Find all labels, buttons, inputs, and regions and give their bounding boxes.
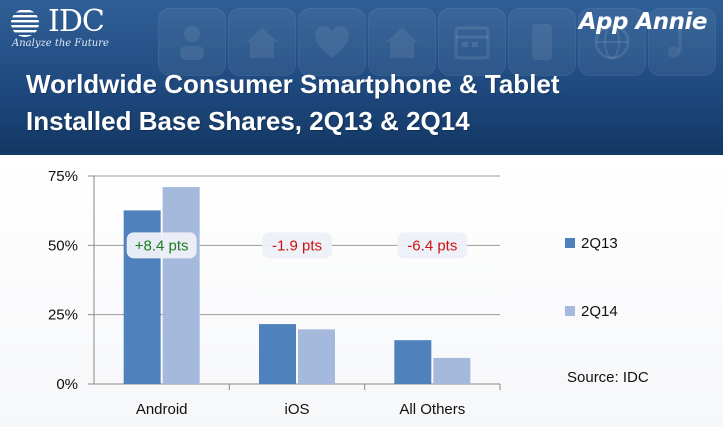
app-annie-logo: App Annie: [578, 9, 708, 35]
heart-icon: [298, 8, 366, 76]
annotation-label-android: +8.4 pts: [135, 237, 189, 254]
legend-label-2q13: 2Q13: [581, 235, 618, 252]
chart-area: [0, 155, 723, 427]
idc-logo: IDC Analyze the Future: [10, 6, 120, 52]
annotation-box-all-others: [397, 232, 468, 259]
bar-all-others-2q14: [433, 357, 471, 384]
page-title: Worldwide Consumer Smartphone & Tablet I…: [26, 66, 560, 140]
header-banner: IDC Analyze the Future App Annie Worldwi…: [0, 0, 723, 155]
bar-ios-2q13: [259, 324, 296, 384]
annotation-label-ios: -1.9 pts: [272, 237, 322, 254]
legend-label-2q14: 2Q14: [581, 303, 618, 320]
home-icon: [228, 8, 296, 76]
x-tick-label-android: Android: [136, 401, 188, 418]
source-note: Source: IDC: [567, 369, 649, 386]
bar-all-others-2q13: [394, 340, 432, 384]
y-tick-label-25-: 25%: [48, 307, 78, 324]
annotation-box-ios: [262, 232, 332, 259]
calendar-icon: [438, 8, 506, 76]
annotation-box-android: [126, 232, 197, 259]
annotation-label-all-others: -6.4 pts: [407, 237, 457, 254]
legend-swatch-2q13: [565, 238, 575, 248]
title-line-2: Installed Base Shares, 2Q13 & 2Q14: [26, 106, 470, 136]
idc-globe-icon: [11, 10, 39, 37]
y-tick-label-75-: 75%: [48, 168, 78, 185]
x-tick-label-all-others: All Others: [399, 401, 465, 418]
bar-ios-2q14: [298, 329, 335, 384]
y-tick-label-0-: 0%: [56, 376, 78, 393]
y-tick-label-50-: 50%: [48, 237, 78, 254]
x-tick-label-ios: iOS: [284, 401, 309, 418]
legend-swatch-2q14: [565, 306, 575, 316]
legend-item-2q13: 2Q13: [565, 235, 618, 252]
idc-logo-text: IDC: [48, 4, 105, 39]
person-icon: [158, 8, 226, 76]
title-line-1: Worldwide Consumer Smartphone & Tablet: [26, 69, 560, 99]
music-icon: [648, 8, 716, 76]
bar-android-2q14: [162, 187, 200, 384]
globe-icon: [578, 8, 646, 76]
idc-tagline: Analyze the Future: [12, 38, 109, 49]
legend-item-2q14: 2Q14: [565, 303, 618, 320]
phone-icon: [508, 8, 576, 76]
home-icon: [368, 8, 436, 76]
